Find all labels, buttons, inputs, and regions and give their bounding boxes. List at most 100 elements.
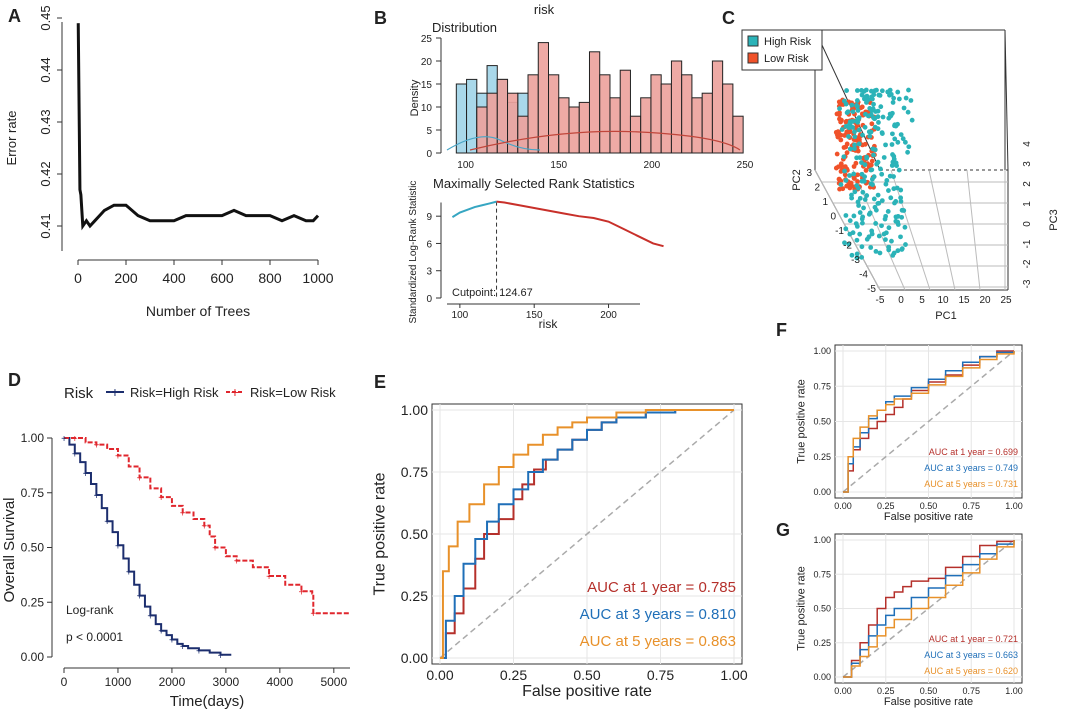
d-low-censor: +: [266, 572, 272, 583]
c-high-point: [883, 142, 888, 148]
e-roc-curve-2: [440, 409, 734, 659]
c-high-point: [839, 127, 845, 132]
d-annotation-p: p < 0.0001: [66, 630, 123, 644]
c-ytick-label-2: 1: [822, 197, 828, 208]
d-low-censor: +: [299, 587, 305, 598]
c-high-point: [859, 92, 865, 98]
c-high-point: [843, 213, 849, 218]
c-high-point: [859, 244, 865, 250]
e-ytick-label-2: 0.50: [401, 526, 428, 542]
c-high-point: [854, 103, 860, 108]
c-high-point: [851, 171, 857, 177]
a-ytick-label-2: 0.43: [38, 109, 53, 134]
c-high-point: [862, 162, 868, 168]
b-low-bar-17: [650, 74, 662, 154]
c-high-point: [852, 134, 858, 140]
e-roc-curve-1: [440, 409, 734, 659]
c-low-point: [863, 168, 869, 173]
e-ylabel: True positive rate: [371, 472, 388, 595]
c-high-point: [898, 187, 904, 193]
c-high-point: [895, 89, 901, 95]
b2-xlabel: risk: [539, 317, 559, 331]
d-high-censor: +: [180, 642, 186, 653]
c-high-point: [854, 183, 860, 188]
c-box-right-diag: [1004, 29, 1009, 171]
f-diagonal: [842, 350, 1015, 493]
e-xtick-label-2: 0.50: [573, 667, 600, 683]
c-high-point: [903, 95, 909, 101]
c-low-point: [853, 160, 859, 166]
g-xtick-label-4: 1.00: [1005, 686, 1023, 696]
d-annotation-test: Log-rank: [66, 603, 114, 617]
d-low-censor: +: [115, 452, 121, 463]
c-high-point: [898, 234, 903, 240]
d-low-censor: +: [201, 522, 207, 533]
c-high-point: [871, 152, 876, 158]
a-ytick-label-3: 0.44: [38, 57, 53, 82]
c-floor-grid-a-3: [928, 169, 956, 291]
c-high-point: [852, 129, 857, 135]
c-high-point: [902, 139, 908, 145]
c-high-point: [862, 197, 868, 202]
d-high-censor: +: [72, 449, 78, 460]
d-high-censor: +: [83, 469, 89, 480]
c-low-point: [834, 151, 840, 157]
c-high-point: [867, 106, 873, 111]
f-legend-0: AUC at 1 year = 0.699: [929, 447, 1018, 457]
a-xtick-label-0: 0: [74, 270, 82, 286]
c-low-point: [838, 137, 844, 143]
c-high-point: [847, 218, 853, 224]
c-high-point: [872, 124, 878, 130]
c-high-point: [843, 101, 849, 107]
b-low-bar-13: [609, 97, 621, 154]
c-high-point: [889, 163, 895, 168]
d-low-censor: +: [93, 441, 99, 452]
c-high-point: [893, 214, 899, 220]
a-xtick-label-5: 1000: [302, 270, 333, 286]
d-xtick-label-5: 5000: [320, 675, 347, 689]
c-high-point: [902, 224, 908, 230]
c-xtick-label-4: 15: [958, 295, 970, 306]
c-ytick-label-8: -5: [867, 284, 876, 295]
c-high-point: [899, 207, 905, 213]
c-high-point: [903, 242, 908, 247]
c-xtick-label-3: 10: [937, 295, 949, 306]
c-low-point: [855, 172, 860, 178]
f-ytick-label-1: 0.25: [813, 452, 831, 462]
f-roc-curve-2: [843, 351, 1015, 493]
c-ytick-label-5: -2: [843, 241, 852, 252]
d-ytick-label-0: 0.00: [21, 650, 45, 664]
c-high-point: [875, 159, 881, 165]
d-ytick-label-2: 0.50: [21, 541, 45, 555]
c-high-point: [867, 133, 873, 139]
c-high-point: [898, 198, 904, 204]
c-high-point: [861, 178, 867, 184]
c-high-point: [864, 193, 870, 198]
d-high-censor: +: [93, 491, 99, 502]
e-xtick-label-4: 1.00: [720, 667, 747, 683]
f-xtick-label-0: 0.00: [834, 501, 852, 511]
e-legend-2: AUC at 5 years = 0.863: [580, 633, 736, 650]
f-xtick-label-1: 0.25: [877, 501, 895, 511]
c-low-point: [837, 110, 842, 116]
g-xtick-label-0: 0.00: [834, 686, 852, 696]
c-zlabel: PC3: [1048, 209, 1060, 230]
f-xtick-label-3: 0.75: [962, 501, 980, 511]
c-high-point: [895, 139, 901, 145]
e-xtick-label-3: 0.75: [647, 667, 674, 683]
c-legend-high-label: High Risk: [764, 36, 812, 48]
c-high-point: [856, 203, 862, 208]
c-high-point: [889, 142, 895, 147]
c-high-point: [860, 132, 865, 138]
c-low-point: [848, 180, 854, 186]
a-xlabel: Number of Trees: [146, 303, 250, 319]
d-xtick-label-2: 2000: [159, 675, 186, 689]
c-high-point: [875, 192, 881, 198]
d-high-censor: +: [196, 646, 202, 657]
a-xtick-label-4: 800: [258, 270, 282, 286]
d-ylabel: Overall Survival: [1, 497, 18, 602]
c-high-point: [843, 178, 849, 183]
c-high-point: [866, 129, 872, 135]
c-high-point: [868, 167, 874, 173]
panel-label-E: E: [374, 372, 386, 392]
